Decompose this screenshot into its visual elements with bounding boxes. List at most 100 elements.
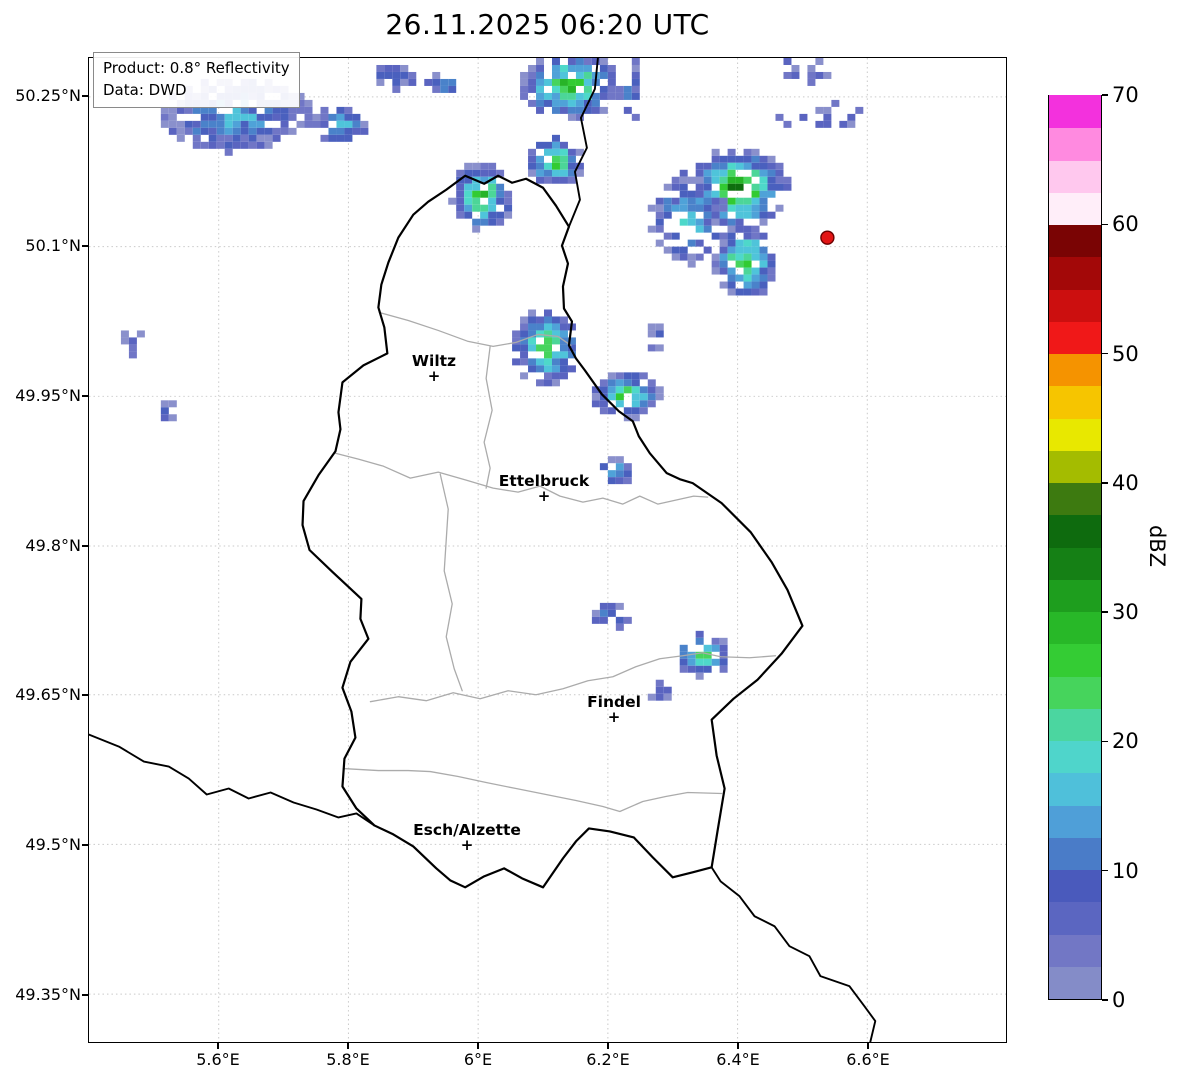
radar-echo-cell [599,386,608,394]
colorbar-segment [1049,739,1101,774]
radar-echo-cell [567,58,576,65]
colorbar-tick-mark [1102,94,1108,96]
radar-echo-cell [480,169,489,177]
radar-echo-cell [544,176,552,184]
colorbar-segment [1049,288,1101,322]
radar-echo-cell [128,351,137,359]
radar-echo-cell [687,190,696,198]
colorbar-segment [1049,707,1101,741]
radar-echo-cell [248,106,257,114]
radar-echo-cell [264,134,273,142]
radar-echo-cell [599,602,608,610]
product-info-box: Product: 0.8° Reflectivity Data: DWD [93,52,300,108]
radar-echo-cell [655,225,664,233]
radar-echo-cell [551,379,560,387]
radar-echo-cell [631,92,640,100]
radar-echo-cell [695,630,704,638]
radar-echo-cell [264,113,273,121]
radar-echo-cell [759,274,768,282]
radar-echo-cell [695,162,704,170]
radar-echo-cell [711,267,720,275]
radar-echo-cell [719,190,728,198]
radar-echo-cell [815,58,824,65]
radar-echo-cell [591,106,600,114]
radar-echo-cell [631,71,640,79]
radar-echo-cell [735,155,744,163]
radar-echo-cell [583,85,592,93]
radar-echo-cell [687,218,696,226]
radar-echo-cell [559,85,568,93]
colorbar-segment [1049,675,1101,709]
radar-echo-cell [575,92,584,100]
radar-echo-cell [384,71,393,79]
radar-echo-cell [536,71,545,79]
radar-echo-cell [232,113,241,121]
radar-echo-cell [695,225,704,233]
radar-echo-cell [623,470,632,478]
radar-echo-cell [759,267,768,275]
radar-echo-cell [575,78,584,86]
radar-echo-cell [240,127,249,135]
radar-echo-cell [559,92,568,100]
city-marker: + [607,707,621,726]
radar-echo-cell [192,134,201,142]
colorbar-segment [1049,417,1101,451]
radar-echo-cell [296,92,305,100]
radar-echo-cell [328,127,337,135]
radar-echo-cell [264,141,273,149]
radar-echo-cell [743,197,752,205]
radar-echo-cell [544,92,552,100]
radar-echo-cell [567,64,576,72]
radar-echo-cell [344,120,353,128]
radar-echo-cell [536,344,545,352]
radar-echo-cell [400,71,409,79]
radar-echo-cell [695,665,704,673]
radar-echo-cell [751,281,760,289]
radar-echo-cell [392,85,401,93]
timestamp-title: 26.11.2025 06:20 UTC [385,8,710,41]
radar-echo-cell [320,120,329,128]
radar-echo-cell [296,99,305,107]
radar-echo-cell [520,330,529,338]
radar-echo-cell [240,106,249,114]
radar-echo-cell [567,344,576,352]
radar-echo-cell [703,644,712,652]
radar-echo-cell [551,155,560,163]
radar-echo-cell [687,211,696,219]
radar-echo-cell [647,400,656,408]
colorbar-segment [1049,481,1101,516]
radar-echo-cell [783,58,792,65]
radar-echo-cell [759,197,768,205]
radar-echo-cell [719,162,728,170]
radar-echo-cell [288,106,297,114]
radar-echo-cell [599,85,608,93]
radar-echo-cell [791,64,800,72]
radar-echo-cell [711,211,720,219]
radar-echo-cell [719,644,728,652]
radar-echo-cell [751,225,760,233]
radar-echo-cell [719,218,728,226]
district-border [369,652,777,703]
radar-echo-cell [272,127,281,135]
gridlines [89,58,1006,1042]
radar-echo-cell [168,106,177,114]
radar-echo-cell [168,414,177,422]
radar-echo-cell [384,64,393,72]
radar-echo-cell [392,78,401,86]
radar-echo-cell [847,120,856,128]
radar-echo-cell [328,134,337,142]
radar-echo-cell [775,162,784,170]
radar-echo-cell [655,679,664,687]
radar-echo-cell [551,78,560,86]
radar-echo-cell [623,92,632,100]
radar-echo-cell [759,183,768,191]
radar-echo-cell [743,176,752,184]
radar-echo-cell [679,644,688,652]
radar-echo-cell [639,372,648,380]
radar-echo-cell [583,64,592,72]
radar-echo-cell [671,246,680,254]
radar-echo-cell [855,106,864,114]
radar-echo-cell [328,113,337,121]
radar-echo-cell [448,85,457,93]
radar-echo-cell [751,204,760,212]
